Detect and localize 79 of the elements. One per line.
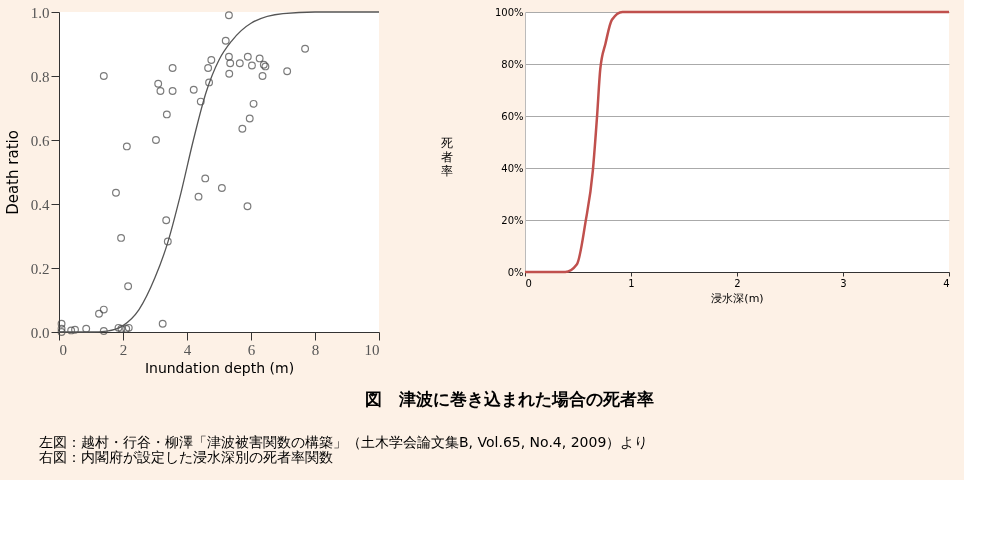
point bbox=[243, 202, 252, 211]
y-axis-title: 死者率 bbox=[440, 135, 453, 178]
text: 左図：越村・行谷・柳澤「津波被害関数の構築」（土木学会論文集B, Vol.65, No.4, 2009）より bbox=[39, 433, 649, 450]
y-tick-label: 0.8 bbox=[30, 68, 50, 85]
point bbox=[235, 59, 244, 68]
y-tick-label: 100% bbox=[494, 6, 524, 18]
point bbox=[255, 54, 264, 63]
point bbox=[168, 87, 177, 95]
point bbox=[99, 72, 108, 80]
text: 図 津波に巻き込まれた場合の死者率 bbox=[364, 389, 654, 409]
text: 右図：内閣府が設定した浸水深別の死者率関数 bbox=[39, 448, 333, 465]
x-tick-label: 8 bbox=[311, 341, 320, 358]
point bbox=[122, 142, 131, 151]
point bbox=[156, 87, 165, 95]
point bbox=[162, 110, 171, 119]
x-tick-label: 2 bbox=[119, 341, 128, 358]
point bbox=[196, 97, 205, 106]
y-tick-label: 0.6 bbox=[30, 132, 50, 149]
point bbox=[205, 78, 214, 87]
point bbox=[204, 64, 213, 72]
point bbox=[249, 99, 258, 108]
y-tick-label: 0.4 bbox=[30, 196, 50, 213]
y-tick-label: 20% bbox=[501, 214, 524, 226]
point bbox=[57, 328, 66, 336]
point bbox=[217, 184, 226, 192]
point bbox=[258, 72, 267, 80]
y-tick-label: 0.0 bbox=[30, 324, 50, 341]
x-tick-label: 0 bbox=[525, 277, 532, 289]
point bbox=[124, 282, 133, 291]
x-tick-label: 4 bbox=[183, 341, 192, 358]
x-tick-label: 3 bbox=[840, 277, 847, 289]
point bbox=[57, 319, 66, 328]
y-tick-label: 60% bbox=[501, 110, 524, 122]
y-tick-label: 0% bbox=[507, 266, 524, 278]
x-tick-label: 1 bbox=[628, 277, 635, 289]
point bbox=[67, 326, 76, 335]
point bbox=[114, 323, 123, 332]
point bbox=[243, 52, 252, 61]
point bbox=[117, 324, 126, 333]
point bbox=[226, 59, 235, 68]
x-tick-label: 2 bbox=[734, 277, 741, 289]
point bbox=[82, 324, 91, 333]
point bbox=[283, 67, 292, 76]
y-tick-label: 0.2 bbox=[30, 260, 50, 277]
x-tick-label: 0 bbox=[59, 341, 67, 358]
point bbox=[201, 174, 210, 183]
x-axis-title: Inundation depth (m) bbox=[144, 359, 295, 376]
point bbox=[71, 325, 79, 334]
point bbox=[224, 52, 233, 61]
y-tick-label: 40% bbox=[501, 162, 524, 174]
point bbox=[248, 61, 256, 70]
point bbox=[221, 36, 230, 45]
point bbox=[152, 136, 160, 144]
point bbox=[154, 79, 163, 88]
y-tick-label: 80% bbox=[501, 58, 524, 70]
y-tick-label: 1.0 bbox=[30, 4, 50, 21]
x-tick-label: 6 bbox=[247, 341, 256, 358]
point bbox=[224, 11, 233, 20]
point bbox=[163, 237, 172, 246]
point bbox=[117, 233, 126, 242]
point bbox=[112, 188, 120, 197]
point bbox=[301, 44, 310, 53]
x-axis-title: 浸水深(m) bbox=[711, 291, 764, 305]
point bbox=[162, 216, 171, 225]
x-tick-label: 4 bbox=[943, 277, 950, 289]
point bbox=[99, 327, 108, 335]
point bbox=[225, 69, 234, 78]
point bbox=[207, 56, 216, 64]
x-tick-label: 10 bbox=[364, 341, 380, 358]
point bbox=[238, 124, 247, 133]
point bbox=[95, 309, 103, 318]
point bbox=[189, 85, 198, 94]
line-series bbox=[523, 10, 951, 274]
point bbox=[194, 192, 203, 201]
point bbox=[99, 305, 108, 314]
point bbox=[168, 64, 177, 72]
y-axis-title: Death ratio bbox=[3, 130, 22, 215]
point bbox=[245, 114, 254, 123]
point bbox=[158, 319, 167, 328]
